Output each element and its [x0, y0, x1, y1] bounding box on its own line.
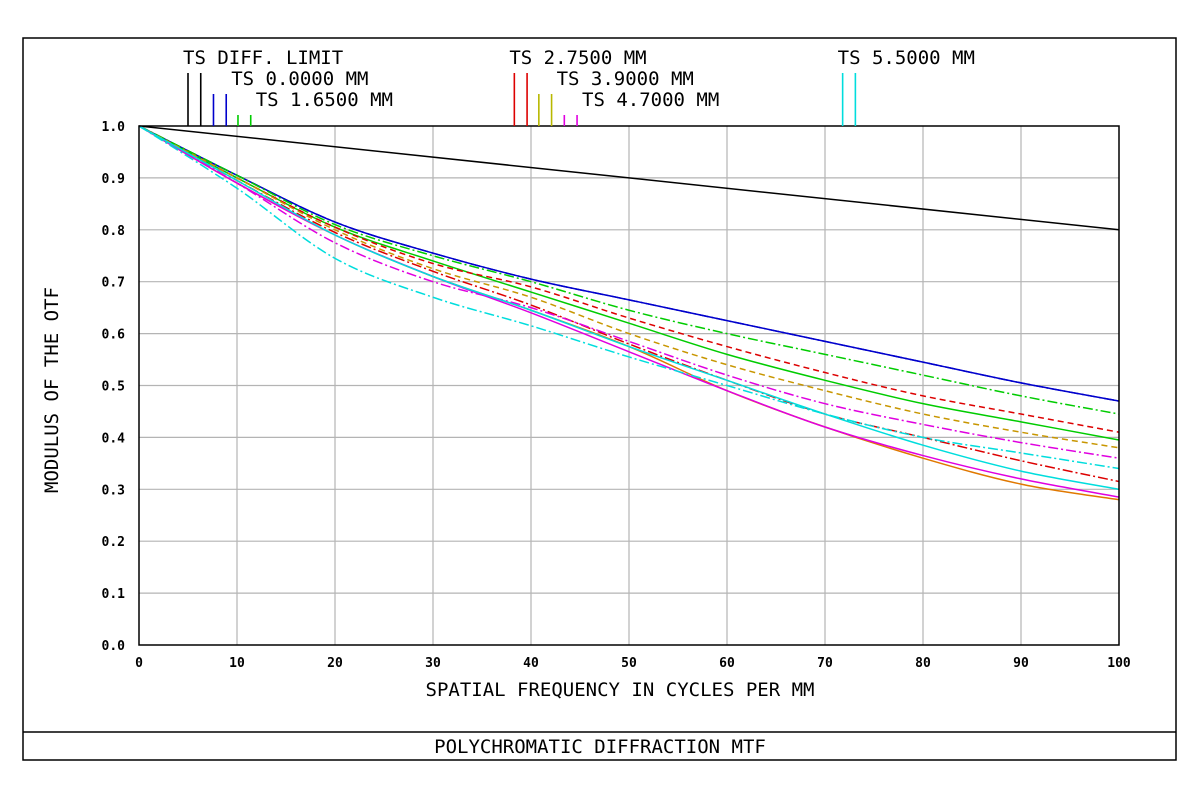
x-tick-label: 90: [1013, 656, 1029, 671]
y-tick-label: 0.6: [102, 328, 126, 343]
x-tick-label: 20: [327, 656, 343, 671]
series-line-5: [138, 125, 1120, 433]
x-tick-label: 60: [719, 656, 735, 671]
x-tick-label: 0: [135, 656, 143, 671]
y-tick-label: 0.8: [102, 224, 126, 239]
y-tick-label: 0.3: [102, 483, 125, 498]
x-tick-label: 70: [817, 656, 833, 671]
series-line-10: [138, 125, 1120, 498]
series-line-11: [138, 125, 1120, 470]
series-line-2: [138, 125, 1120, 402]
legend-label: TS 4.7000 MM: [582, 89, 719, 111]
legend-label: TS 1.6500 MM: [256, 89, 393, 111]
x-tick-label: 80: [915, 656, 931, 671]
y-axis-label: MODULUS OF THE OTF: [41, 287, 63, 493]
series-line-6: [138, 125, 1120, 483]
plot-area: [138, 125, 1120, 646]
series-line-7: [138, 125, 1120, 449]
series-lines: [138, 125, 1120, 501]
x-axis-label: SPATIAL FREQUENCY IN CYCLES PER MM: [426, 679, 815, 701]
series-line-4: [138, 125, 1120, 415]
chart-title: POLYCHROMATIC DIFFRACTION MTF: [434, 736, 766, 758]
legend-label: TS 0.0000 MM: [231, 68, 368, 90]
y-tick-labels: 0.0 0.1 0.2 0.3 0.4 0.5 0.6 0.7 0.8 0.9 1.0: [102, 120, 126, 654]
legend-label: TS 2.7500 MM: [509, 47, 646, 69]
x-tick-label: 100: [1107, 656, 1131, 671]
y-tick-label: 0.1: [102, 587, 126, 602]
y-tick-label: 1.0: [102, 120, 126, 135]
y-tick-label: 0.5: [102, 380, 125, 395]
y-tick-label: 0.9: [102, 172, 125, 187]
outer-frame: [22, 37, 1177, 761]
legend-label: TS 5.5000 MM: [838, 47, 975, 69]
grid: [139, 126, 1119, 645]
x-tick-labels: 0 10 20 30 40 50 60 70 80 90 100: [135, 656, 1131, 671]
y-tick-label: 0.7: [102, 276, 125, 291]
x-tick-label: 40: [523, 656, 539, 671]
series-line-0: [138, 125, 1120, 231]
legend-label: TS 3.9000 MM: [557, 68, 694, 90]
series-line-12: [138, 125, 1120, 491]
x-tick-label: 50: [621, 656, 637, 671]
legend-label: TS DIFF. LIMIT: [183, 47, 343, 69]
y-tick-label: 0.4: [102, 431, 126, 446]
y-tick-label: 0.2: [102, 535, 125, 550]
x-tick-label: 10: [229, 656, 245, 671]
y-tick-label: 0.0: [102, 639, 126, 654]
x-tick-label: 30: [425, 656, 441, 671]
